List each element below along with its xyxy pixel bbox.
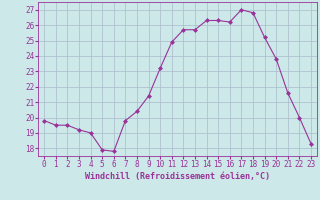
X-axis label: Windchill (Refroidissement éolien,°C): Windchill (Refroidissement éolien,°C) [85,172,270,181]
